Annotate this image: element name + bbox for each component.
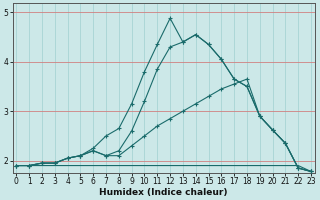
X-axis label: Humidex (Indice chaleur): Humidex (Indice chaleur) (100, 188, 228, 197)
